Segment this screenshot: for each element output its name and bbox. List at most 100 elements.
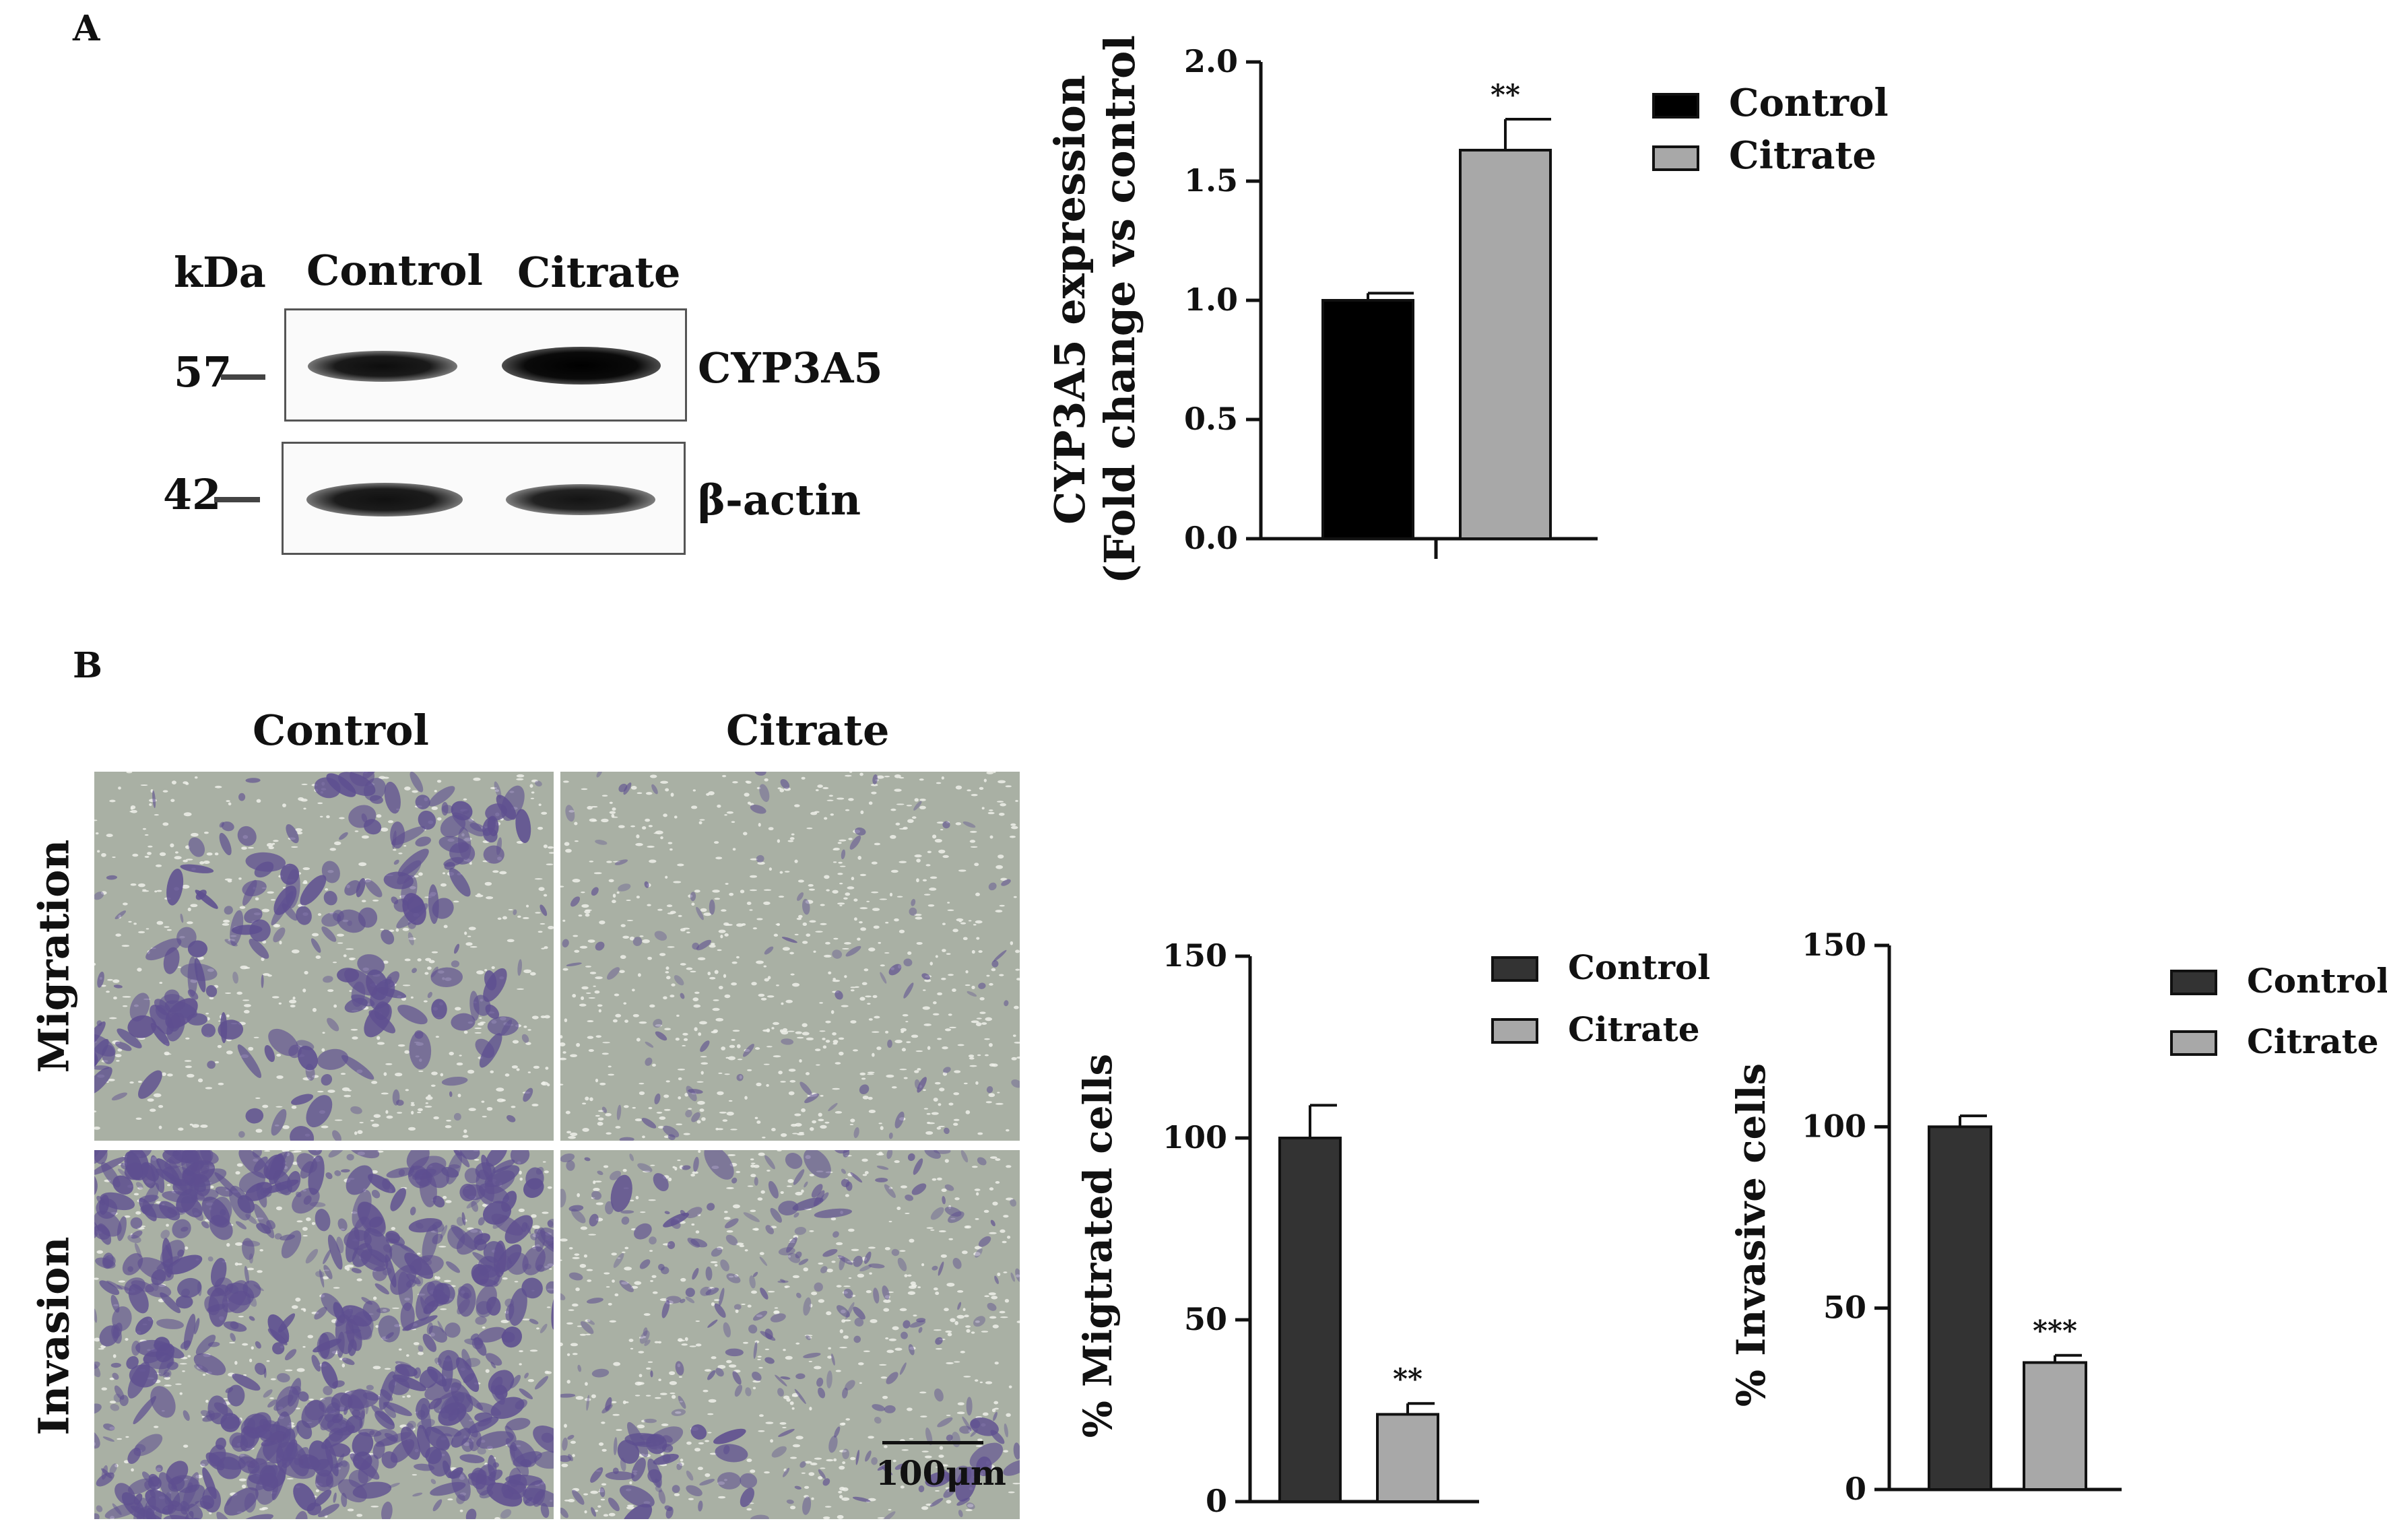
stained-cell	[366, 1384, 374, 1391]
stained-cell	[341, 1054, 374, 1080]
stained-cell	[734, 1384, 742, 1397]
pore	[802, 1023, 808, 1028]
stained-cell	[903, 1320, 911, 1329]
pore	[238, 1478, 247, 1481]
pore	[423, 1000, 428, 1003]
pore	[910, 1281, 916, 1285]
pore	[886, 1349, 894, 1353]
pore	[639, 1091, 645, 1096]
pore	[781, 1002, 784, 1005]
pore	[619, 970, 625, 974]
pore	[1006, 1413, 1011, 1417]
stained-cell	[113, 1393, 122, 1403]
pore	[850, 989, 855, 992]
pore	[629, 1481, 632, 1485]
stained-cell	[882, 1467, 893, 1475]
pore	[642, 1170, 651, 1173]
stained-cell	[685, 1296, 695, 1304]
pore	[525, 1042, 531, 1045]
stained-cell	[539, 904, 548, 916]
pore	[1015, 949, 1020, 953]
stained-cell	[150, 1489, 156, 1498]
pore	[965, 1325, 971, 1328]
pore	[889, 892, 893, 897]
stained-cell	[905, 1195, 914, 1201]
pore	[989, 1316, 997, 1319]
pore	[674, 1493, 680, 1496]
pore	[654, 1341, 659, 1343]
stained-cell	[831, 1353, 835, 1366]
stained-cell	[962, 1416, 972, 1432]
pore	[138, 931, 145, 933]
pore	[537, 931, 543, 933]
pore	[127, 996, 131, 998]
stained-cell	[94, 1221, 99, 1240]
pore	[880, 1126, 884, 1131]
stained-cell	[621, 1216, 630, 1225]
stained-cell	[859, 1265, 872, 1272]
micro-col-control: Control	[253, 706, 429, 755]
pore	[270, 899, 276, 901]
pore	[234, 1361, 238, 1365]
stained-cell	[608, 1498, 620, 1512]
stained-cell	[237, 1044, 262, 1078]
stained-cell	[859, 1084, 870, 1095]
pore	[562, 968, 568, 971]
pore	[768, 827, 774, 831]
pore	[694, 1027, 698, 1032]
stained-cell	[226, 1283, 239, 1294]
stained-cell	[441, 1167, 459, 1178]
pore	[611, 813, 615, 818]
pore	[356, 1514, 363, 1517]
stained-cell	[437, 1320, 445, 1333]
pore	[418, 1351, 424, 1355]
pore	[810, 1304, 813, 1308]
stained-cell	[323, 1265, 333, 1279]
stained-cell	[303, 1195, 312, 1205]
stained-cell	[510, 1444, 515, 1463]
stained-cell	[350, 1388, 368, 1411]
pore	[930, 1229, 935, 1231]
stained-cell	[899, 1362, 907, 1375]
stained-cell	[214, 1172, 243, 1200]
pore	[636, 1038, 641, 1042]
pore	[691, 902, 695, 906]
stained-cell	[894, 1463, 905, 1470]
pore	[901, 1449, 909, 1451]
stained-cell	[607, 967, 620, 980]
pore	[971, 985, 975, 990]
pore	[436, 1276, 440, 1280]
pore	[749, 909, 753, 911]
pore	[183, 812, 192, 817]
stained-cell	[775, 1374, 787, 1386]
legend-label: Citrate	[1568, 1009, 1700, 1049]
stained-cell	[887, 1039, 892, 1048]
pore	[542, 1161, 546, 1163]
stained-cell	[725, 1234, 738, 1246]
stained-cell	[888, 964, 902, 976]
stained-cell	[688, 1089, 703, 1094]
stained-cell	[253, 1203, 275, 1238]
pore	[476, 970, 484, 974]
stained-cell	[655, 1031, 667, 1041]
pore	[941, 977, 946, 980]
stained-cell	[804, 1181, 808, 1188]
pore	[900, 1485, 905, 1489]
pore	[995, 1158, 1001, 1161]
pore	[585, 1096, 589, 1101]
pore	[845, 892, 851, 896]
stained-cell	[686, 1207, 702, 1219]
pore	[936, 1127, 942, 1130]
pore	[899, 1308, 907, 1312]
pore	[1006, 1197, 1014, 1201]
pore	[857, 1273, 865, 1278]
stained-cell	[297, 1045, 318, 1071]
pore	[713, 1029, 719, 1033]
stained-cell	[164, 989, 180, 1004]
pore	[995, 910, 1003, 913]
pore	[991, 968, 996, 972]
pore	[459, 1054, 462, 1057]
pore	[307, 1335, 314, 1339]
stained-cell	[894, 1111, 905, 1129]
pore	[273, 840, 279, 842]
